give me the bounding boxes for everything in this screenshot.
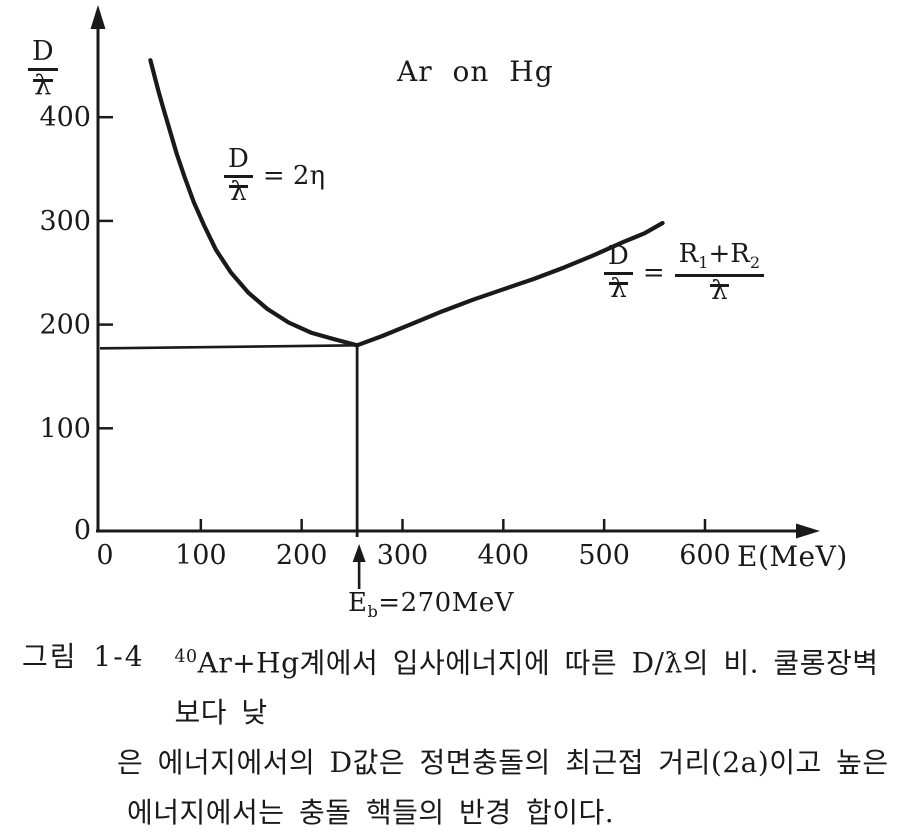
formula-radii-r2-subscript: 2	[749, 253, 761, 273]
barrier-arrow-head	[352, 544, 366, 562]
formula-radii-numerator-left: D	[604, 243, 633, 275]
formula-radii-fraction-right: R1+R2 λ	[674, 239, 765, 306]
y-tick-label-400: 400	[39, 102, 91, 133]
figure-caption: 그림 1-4 40Ar+Hg계에서 입사에너지에 따른 D/ƛ의 비. 쿨롱장벽…	[22, 632, 892, 838]
x-tick-label-600: 600	[679, 540, 731, 571]
barrier-energy-label: Eb=270MeV	[348, 588, 514, 621]
formula-radii-equals: =	[642, 257, 665, 288]
barrier-energy-subscript: b	[367, 602, 379, 622]
y-tick-label-100: 100	[39, 413, 91, 444]
y-axis-label-denominator-lambda-bar: λ	[33, 69, 53, 101]
caption-line-1: 그림 1-4 40Ar+Hg계에서 입사에너지에 따른 D/ƛ의 비. 쿨롱장벽…	[22, 632, 892, 738]
x-tick-label-200: 200	[276, 540, 328, 571]
formula-coulomb-rhs: = 2η	[262, 160, 326, 191]
x-tick-label-100: 100	[175, 540, 227, 571]
x-axis-label: E(MeV)	[737, 540, 848, 573]
x-tick-label-400: 400	[478, 540, 530, 571]
formula-radii-denominator-left-lambda-bar: λ	[609, 273, 629, 304]
y-axis-label-numerator: D	[28, 38, 58, 71]
formula-coulomb-numerator: D	[224, 146, 253, 178]
caption-line-3: 에너지에서는 충돌 핵들의 반경 합이다.	[127, 796, 615, 830]
x-tick-label-0: 0	[96, 540, 113, 571]
y-axis-arrowhead	[90, 5, 106, 29]
barrier-energy-value: =270MeV	[378, 588, 514, 618]
curve-coulomb-branch	[148, 58, 360, 348]
curve-sum-of-radii-branch	[355, 220, 665, 348]
formula-radii-r1-base: R	[678, 239, 699, 269]
barrier-energy-symbol: E	[348, 588, 368, 618]
caption-figure-number: 그림 1-4	[22, 640, 145, 673]
x-axis-arrowhead	[796, 523, 820, 539]
formula-coulomb-denominator-lambda-bar: λ	[229, 176, 249, 207]
x-tick-label-300: 300	[377, 540, 429, 571]
caption-line-1-text: 40Ar+Hg계에서 입사에너지에 따른 D/ƛ의 비. 쿨롱장벽보다 낮	[175, 632, 892, 738]
y-axis-label: D λ	[28, 36, 58, 99]
x-tick-label-500: 500	[578, 540, 630, 571]
caption-line-2: 은 에너지에서의 D값은 정면충돌의 최근접 거리(2a)이고 높은	[117, 746, 889, 780]
reference-line-horizontal	[99, 344, 358, 350]
formula-radii-branch: D λ = R1+R2 λ	[604, 239, 765, 306]
y-tick-label-300: 300	[39, 206, 91, 237]
y-tick-label-200: 200	[39, 310, 91, 341]
caption-line-1-body: Ar+Hg계에서 입사에너지에 따른 D/ƛ의 비. 쿨롱장벽보다 낮	[174, 646, 879, 730]
formula-coulomb-branch: D λ = 2η	[224, 146, 325, 205]
formula-radii-numerator-right: R1+R2	[674, 239, 765, 277]
chart-title: Ar on Hg	[397, 55, 554, 88]
formula-radii-fraction-left: D λ	[604, 243, 633, 302]
y-axis-label-fraction: D λ	[28, 38, 58, 99]
formula-coulomb-fraction: D λ	[224, 146, 253, 205]
caption-mass-number-superscript: 40	[174, 647, 198, 667]
formula-radii-r2-base: +R	[708, 239, 750, 269]
page: { "figure": { "title": "Ar on Hg", "x_ax…	[22, 5, 889, 830]
formula-radii-r1-subscript: 1	[698, 253, 709, 273]
y-tick-label-0: 0	[74, 515, 91, 546]
chart-plot-area: 0 100 200 300 400 500 600 0 100 200 300 400	[39, 5, 820, 589]
formula-radii-denominator-right-lambda-bar: λ	[710, 275, 730, 306]
